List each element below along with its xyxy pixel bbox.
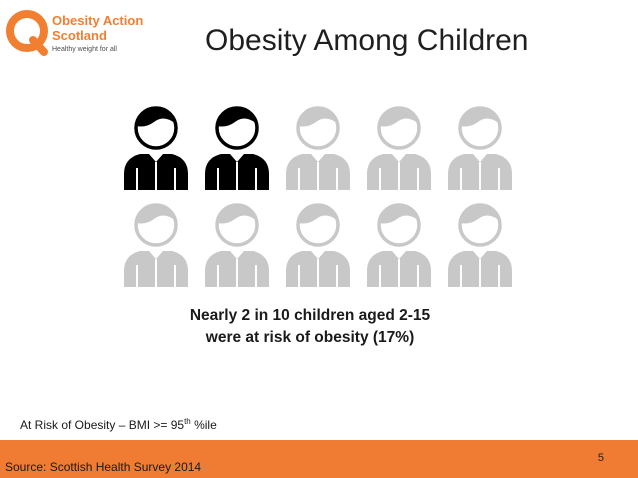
logo-text-line2: Scotland	[52, 28, 107, 43]
logo-tagline: Healthy weight for all	[52, 46, 117, 53]
person-icon	[286, 203, 350, 287]
person-icon	[367, 106, 431, 190]
caption-line2: were at risk of obesity (17%)	[205, 329, 415, 346]
definition-text: At Risk of Obesity – BMI >= 95	[20, 418, 185, 432]
caption-line1: Nearly 2 in 10 children aged 2-15	[189, 307, 431, 324]
person-icon	[286, 106, 350, 190]
person-icon	[124, 203, 188, 287]
definition-suffix: %ile	[190, 418, 217, 432]
person-icon	[367, 203, 431, 287]
footer-bar: 5 Source: Scottish Health Survey 2014	[0, 440, 638, 478]
logo-text-line1: Obesity Action	[52, 13, 144, 28]
person-icon	[448, 203, 512, 287]
caption: Nearly 2 in 10 children aged 2-15 were a…	[160, 305, 460, 349]
slide-title: Obesity Among Children	[205, 24, 529, 57]
pictogram-grid	[120, 102, 518, 292]
source-note: Source: Scottish Health Survey 2014	[5, 460, 202, 474]
person-icon	[205, 203, 269, 287]
person-icon	[448, 106, 512, 190]
definition-superscript: th	[184, 417, 191, 426]
person-icon-highlighted	[205, 106, 269, 190]
definition-note: At Risk of Obesity – BMI >= 95th %ile	[20, 417, 217, 433]
logo-mark-icon	[6, 10, 48, 56]
logo: Obesity Action Scotland Healthy weight f…	[6, 10, 143, 62]
page-number: 5	[597, 452, 604, 464]
person-icon-highlighted	[124, 106, 188, 190]
